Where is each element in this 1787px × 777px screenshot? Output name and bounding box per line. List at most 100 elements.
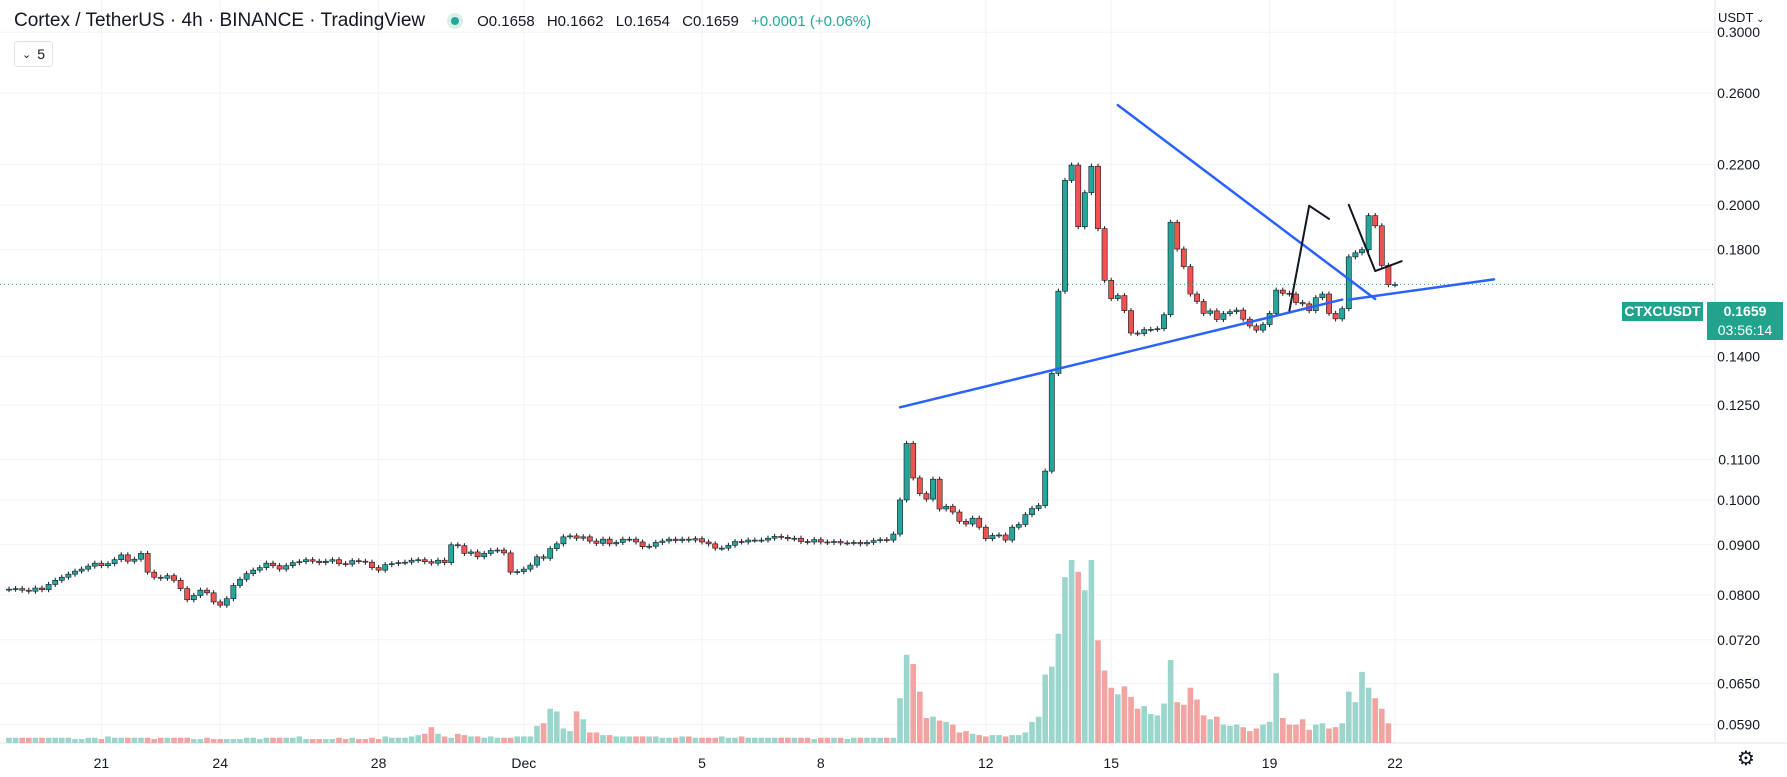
- ohlc-readout: O0.1658 H0.1662 L0.1654 C0.1659 +0.0001 …: [477, 13, 879, 30]
- volume-bar: [646, 736, 652, 743]
- candle: [1279, 287, 1286, 296]
- volume-bar: [877, 737, 883, 743]
- candle-body: [164, 575, 171, 579]
- volume-bar: [1286, 724, 1293, 743]
- volume-bar: [1148, 714, 1154, 743]
- candle: [131, 556, 138, 564]
- x-tick-label: 21: [94, 755, 110, 771]
- candle-body: [1319, 293, 1326, 299]
- volume-bar: [1049, 666, 1055, 743]
- candle: [705, 539, 712, 547]
- candle: [639, 539, 646, 550]
- candle: [342, 561, 349, 567]
- candle: [461, 543, 468, 556]
- candle-body: [124, 554, 131, 562]
- volume-bar: [547, 708, 553, 743]
- candle-body: [705, 541, 712, 545]
- candle: [751, 537, 758, 543]
- volume-bar: [725, 737, 732, 743]
- candle-body: [626, 538, 633, 541]
- candle: [613, 539, 620, 547]
- candle-body: [435, 559, 441, 564]
- volume-bar: [824, 737, 831, 743]
- volume-bar: [1121, 686, 1128, 743]
- candle-body: [448, 544, 455, 563]
- candle: [679, 536, 686, 544]
- volume-bar: [290, 737, 296, 743]
- indicators-toggle[interactable]: ⌄ 5: [14, 41, 54, 67]
- volume-bar: [1062, 577, 1068, 743]
- volume-bar: [144, 737, 151, 743]
- volume-bar: [573, 711, 580, 743]
- volume-bar: [494, 737, 501, 743]
- candle-body: [837, 541, 844, 544]
- volume-bar: [158, 737, 164, 743]
- volume-bar: [164, 737, 171, 743]
- candle: [105, 561, 111, 569]
- volume-bar: [428, 727, 435, 743]
- volume-bar: [191, 739, 197, 743]
- candle-body: [217, 601, 224, 606]
- volume-bar: [884, 737, 890, 743]
- volume-bar: [514, 736, 520, 743]
- candle-body: [144, 553, 151, 573]
- candle: [1147, 326, 1154, 333]
- candle-body: [738, 541, 745, 543]
- candle-body: [956, 511, 963, 522]
- candle-body: [963, 521, 969, 525]
- candle-body: [573, 535, 580, 539]
- candle-body: [877, 539, 884, 541]
- candle-body: [1015, 524, 1022, 528]
- candle: [507, 550, 514, 575]
- volume-bar: [349, 737, 355, 743]
- candle: [916, 475, 923, 497]
- candle: [870, 538, 877, 546]
- candle: [276, 563, 283, 572]
- currency-menu[interactable]: USDT ⌄: [1718, 10, 1765, 25]
- candle-body: [177, 579, 184, 589]
- gear-icon[interactable]: ⚙: [1737, 748, 1755, 770]
- volume-bar: [230, 739, 237, 743]
- candle-body: [289, 562, 296, 566]
- y-tick-label: 0.1250: [1717, 397, 1760, 413]
- volume-bar: [1035, 716, 1042, 743]
- candle-body: [276, 565, 283, 570]
- candle-body: [32, 587, 39, 592]
- candle-body: [798, 537, 804, 542]
- candle-body: [639, 541, 646, 547]
- candle-body: [336, 559, 342, 564]
- candle-body: [547, 548, 554, 559]
- symbol-title[interactable]: Cortex / TetherUS · 4h · BINANCE · Tradi…: [14, 10, 426, 31]
- candle: [124, 552, 131, 564]
- bar-countdown: 03:56:14: [1717, 322, 1773, 338]
- candle: [151, 569, 158, 580]
- candle-body: [1154, 328, 1161, 331]
- volume-bar: [1134, 708, 1141, 743]
- volume-bar: [864, 737, 870, 743]
- candle-body: [375, 567, 382, 571]
- volume-bar: [296, 736, 303, 743]
- candle-body: [553, 543, 560, 549]
- candle-body: [850, 542, 857, 544]
- candle: [1339, 306, 1346, 322]
- candle: [659, 538, 666, 546]
- candle-body: [468, 551, 474, 554]
- volume-bar: [936, 720, 943, 743]
- candle-body: [415, 559, 422, 562]
- volume-bar: [389, 737, 395, 743]
- volume-bar: [560, 728, 567, 743]
- candle-body: [1227, 311, 1233, 314]
- candle: [1068, 162, 1075, 184]
- candle-body: [699, 538, 705, 543]
- y-tick-label: 0.1800: [1717, 242, 1760, 258]
- candle-body: [243, 573, 250, 580]
- candle-body: [204, 589, 210, 594]
- candle-body: [771, 536, 778, 539]
- candle: [956, 509, 963, 524]
- candle-body: [1207, 310, 1214, 314]
- candle-body: [897, 499, 903, 535]
- volume-bar: [1108, 687, 1114, 743]
- candle: [1233, 307, 1240, 315]
- volume-bar: [151, 739, 157, 743]
